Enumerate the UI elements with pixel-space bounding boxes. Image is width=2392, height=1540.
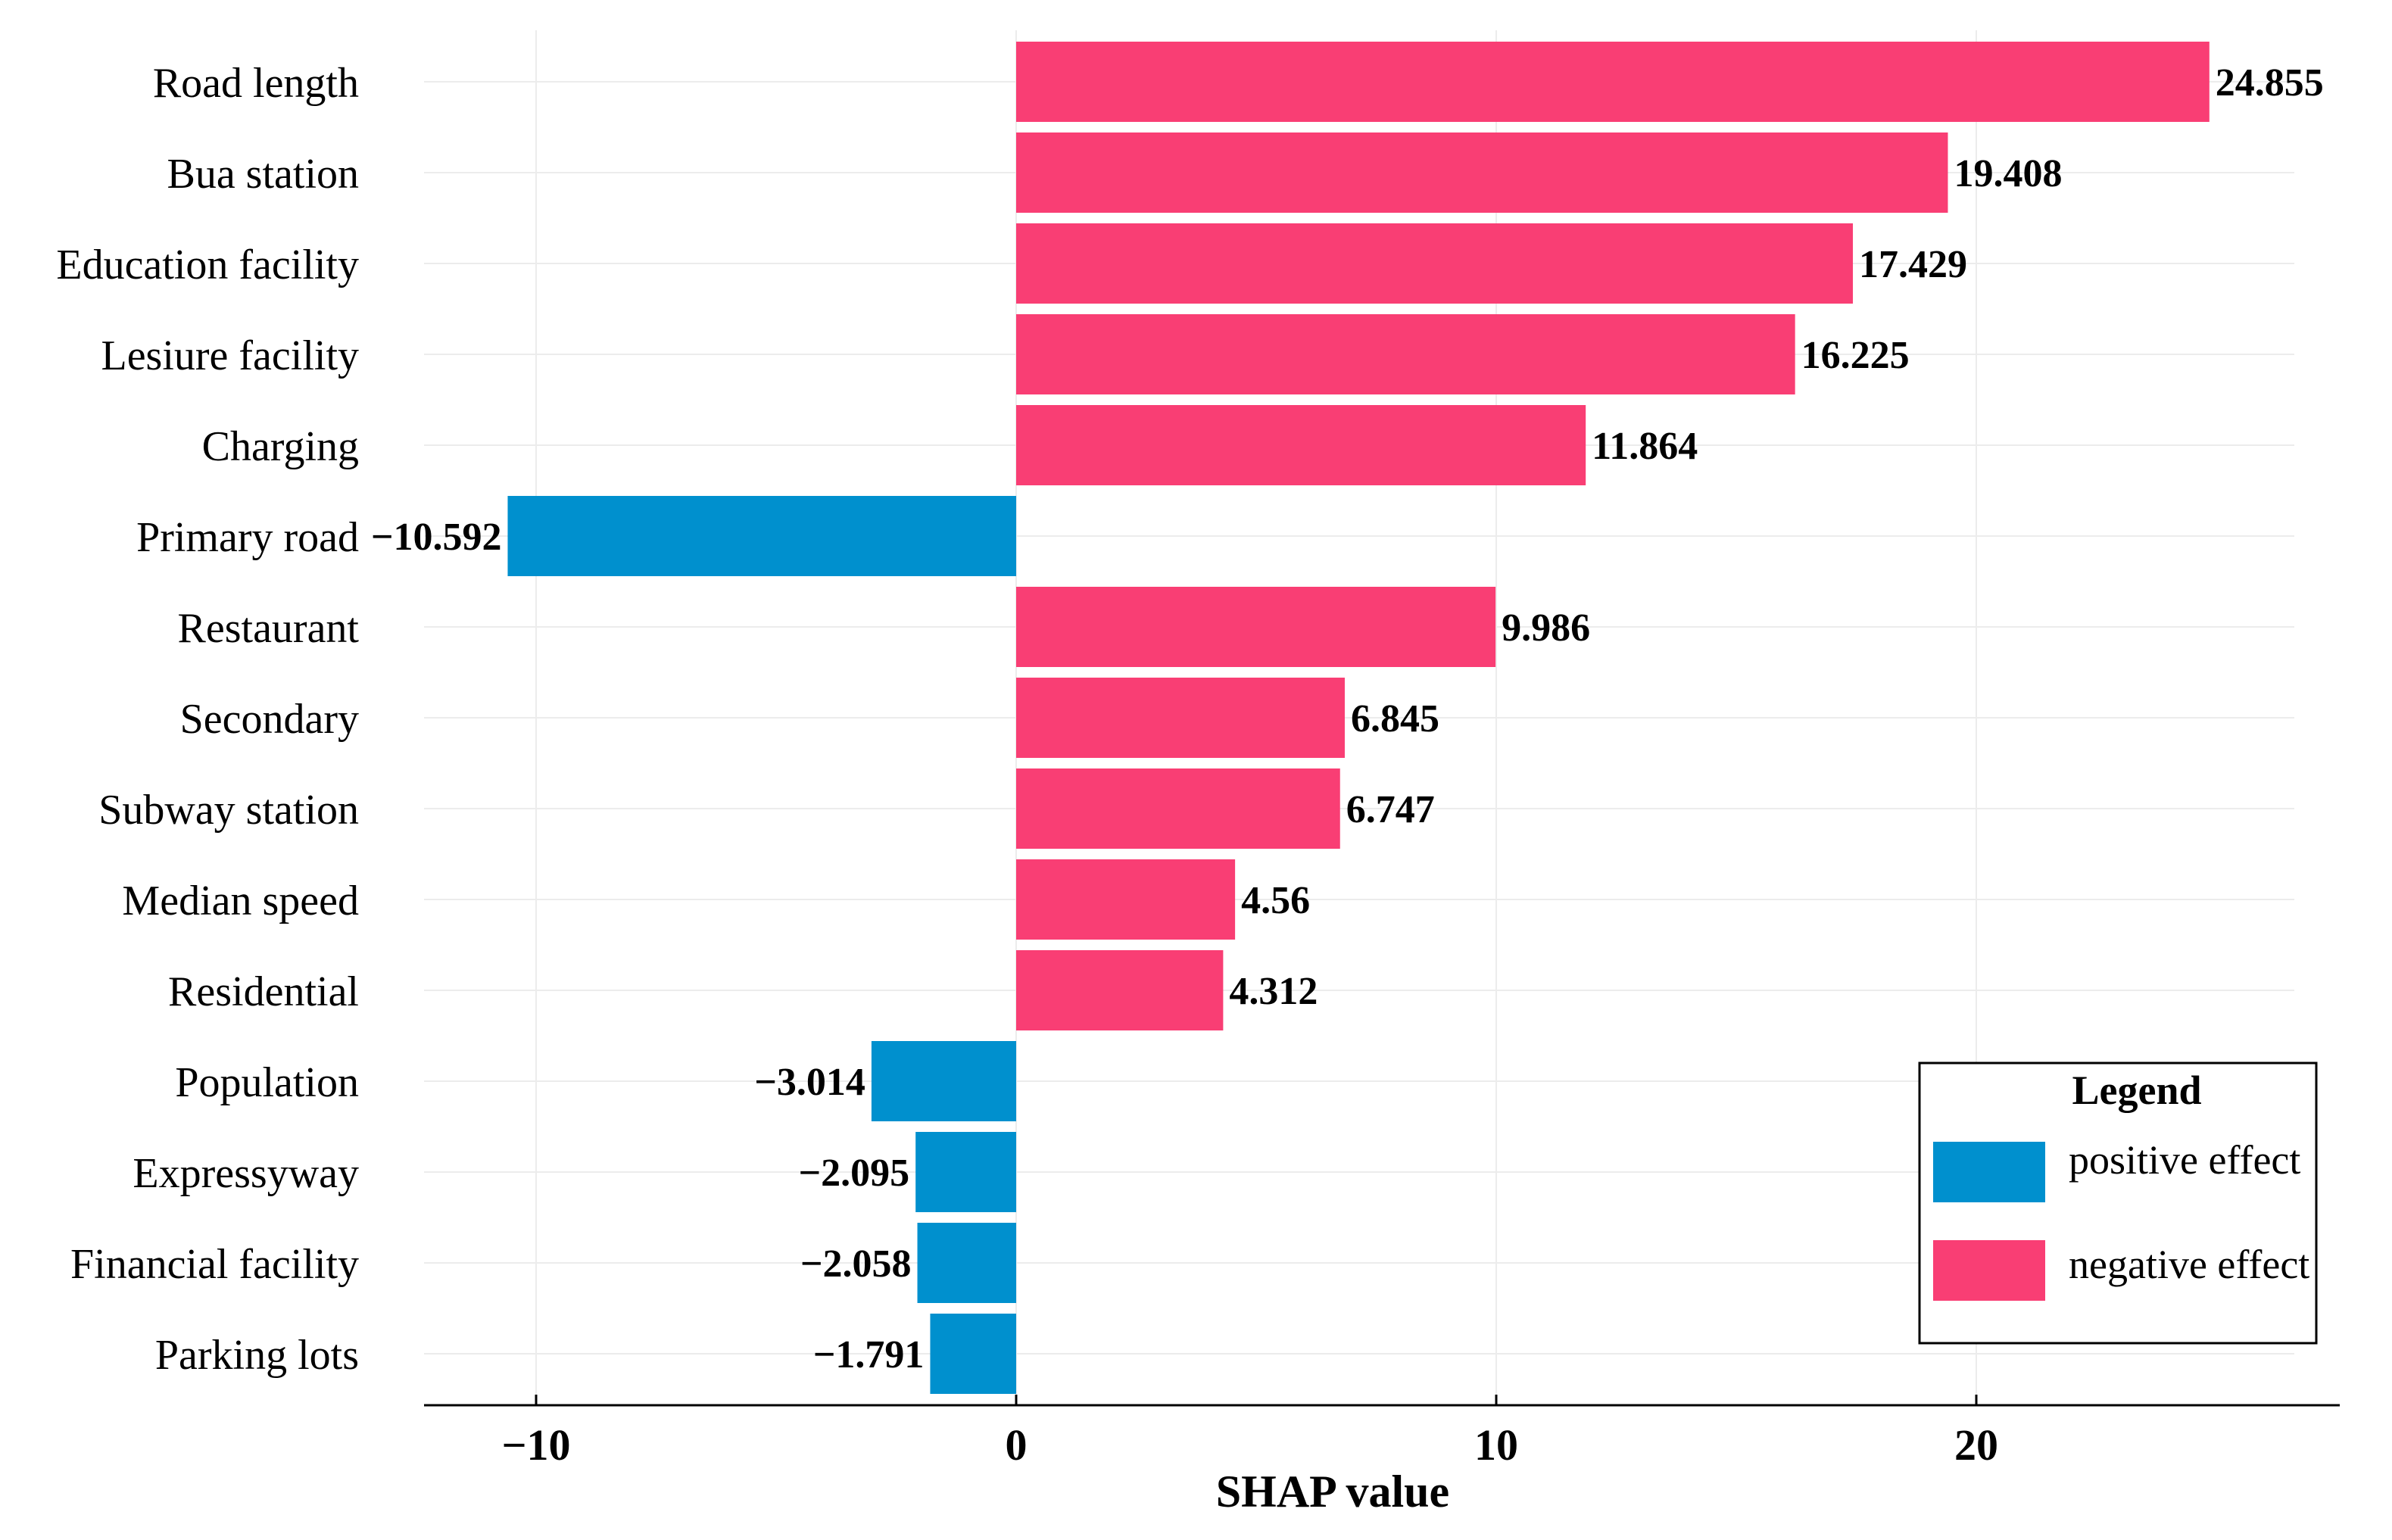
- category-label: Subway station: [98, 787, 359, 834]
- category-label: Financial facility: [70, 1241, 359, 1288]
- category-label: Education facility: [56, 242, 359, 288]
- value-label: 19.408: [1954, 152, 2062, 195]
- category-label: Median speed: [122, 878, 359, 924]
- value-label: −3.014: [754, 1061, 865, 1104]
- bar-primary-road: [507, 496, 1016, 576]
- category-label: Primary road: [136, 514, 359, 561]
- category-label: Secondary: [180, 696, 359, 743]
- category-label: Parking lots: [155, 1332, 359, 1379]
- category-label: Expressyway: [133, 1150, 359, 1197]
- value-label: −10.592: [371, 516, 502, 559]
- category-label: Population: [175, 1059, 359, 1106]
- x-tick-label: 10: [1474, 1420, 1518, 1470]
- bar-expressyway: [915, 1132, 1016, 1212]
- category-label: Residential: [168, 968, 359, 1015]
- bar-financial-facility: [917, 1223, 1016, 1303]
- value-label: 16.225: [1801, 334, 1910, 377]
- x-tick-label: −10: [501, 1420, 570, 1470]
- bar-population: [871, 1041, 1016, 1121]
- category-label: Lesiure facility: [101, 332, 359, 379]
- x-axis: SHAP value −10 0 10 20: [424, 1395, 2340, 1517]
- legend-label-negative: negative effect: [2069, 1242, 2309, 1287]
- category-label: Charging: [202, 423, 359, 470]
- value-label: −2.095: [799, 1152, 910, 1195]
- label-layer: Road length 24.855 Bua station 19.408 Educat…: [56, 60, 2323, 1379]
- value-label: 9.986: [1502, 606, 1590, 650]
- value-label: 4.56: [1241, 879, 1310, 922]
- category-label: Bua station: [167, 151, 359, 198]
- legend-label-positive: positive effect: [2069, 1137, 2300, 1183]
- value-label: 11.864: [1592, 425, 1698, 468]
- bar-bua-station: [1016, 132, 1948, 213]
- value-label: 6.845: [1351, 697, 1439, 740]
- bar-subway-station: [1016, 768, 1340, 849]
- x-tick-label: 20: [1954, 1420, 1998, 1470]
- bar-layer: [507, 42, 2210, 1394]
- x-axis-title: SHAP value: [1216, 1467, 1449, 1517]
- legend-title: Legend: [2072, 1068, 2201, 1113]
- legend: Legend positive effect negative effect: [1918, 1061, 2318, 1345]
- bar-restaurant: [1016, 587, 1496, 667]
- bar-residential: [1016, 950, 1224, 1030]
- legend-swatch-positive: [1933, 1142, 2045, 1202]
- value-label: 6.747: [1346, 788, 1435, 831]
- legend-swatch-negative: [1933, 1240, 2045, 1301]
- category-label: Road length: [153, 60, 359, 107]
- x-tick-label: 0: [1006, 1420, 1028, 1470]
- bar-lesiure-facility: [1016, 314, 1795, 394]
- value-label: 17.429: [1859, 243, 1967, 286]
- bar-median-speed: [1016, 859, 1236, 940]
- category-label: Restaurant: [178, 605, 360, 652]
- value-label: −1.791: [813, 1333, 925, 1376]
- bar-education-facility: [1016, 223, 1853, 304]
- bar-charging: [1016, 405, 1586, 485]
- bar-secondary: [1016, 678, 1345, 758]
- value-label: 24.855: [2216, 61, 2324, 104]
- value-label: −2.058: [800, 1242, 912, 1286]
- bar-parking-lots: [930, 1314, 1016, 1394]
- bar-road-length: [1016, 42, 2210, 122]
- value-label: 4.312: [1229, 970, 1318, 1013]
